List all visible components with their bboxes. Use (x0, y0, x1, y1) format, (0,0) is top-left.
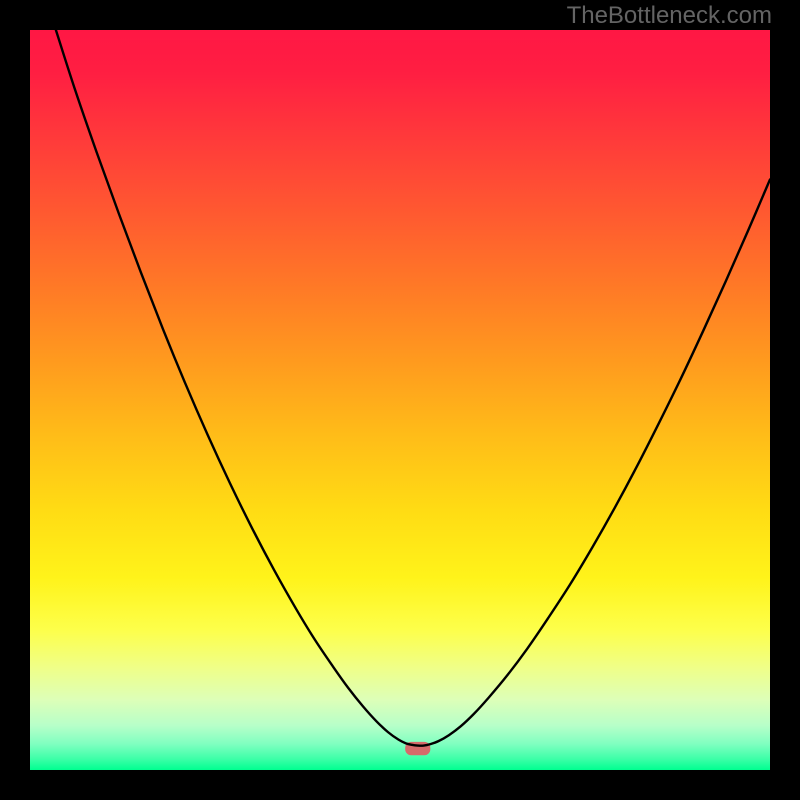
chart-root: { "canvas": { "width": 800, "height": 80… (0, 0, 800, 800)
gradient-background (30, 30, 770, 770)
plot-area (30, 30, 770, 770)
watermark-text: TheBottleneck.com (567, 2, 772, 30)
chart-svg (30, 30, 770, 770)
